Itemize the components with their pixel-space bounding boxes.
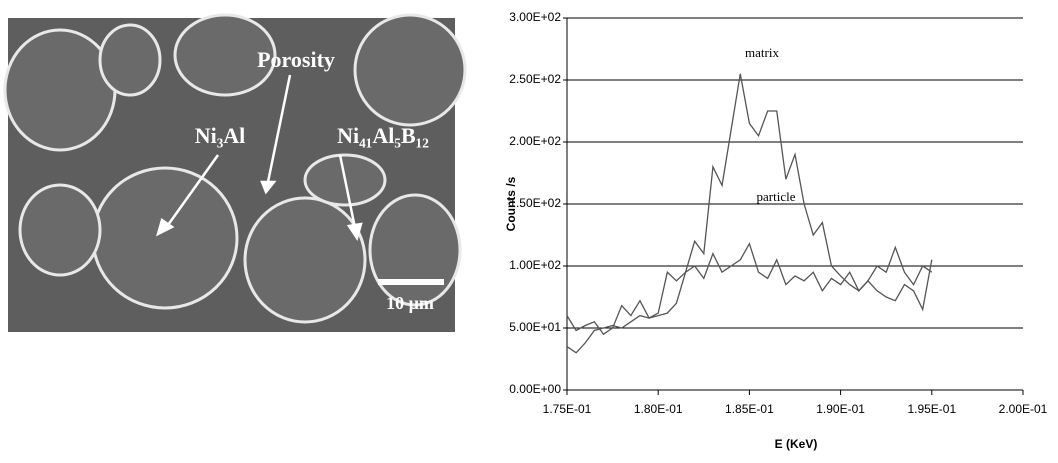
scale-bar: [378, 279, 444, 285]
x-tick-label: 2.00E-01: [999, 402, 1048, 416]
y-tick-label: 5.00E+01: [509, 320, 561, 334]
x-tick-label: 1.80E-01: [634, 402, 683, 416]
x-axis-label: E (KeV): [775, 437, 818, 451]
y-tick-label: 3.00E+02: [509, 10, 561, 24]
y-tick-label: 1.00E+02: [509, 258, 561, 272]
series-line: [567, 244, 932, 335]
y-tick-label: 0.00E+00: [509, 382, 561, 396]
x-tick-label: 1.90E-01: [816, 402, 865, 416]
figure: Porosity Ni₃Al Ni₄₁Al₅B₁₂ 10 µm E (KeV) …: [0, 0, 1058, 458]
label: Ni₃Al: [195, 123, 246, 148]
x-tick-label: 1.95E-01: [907, 402, 956, 416]
label: Ni₄₁Al₅B₁₂: [337, 123, 429, 148]
micrograph: Porosity Ni₃Al Ni₄₁Al₅B₁₂ 10 µm: [5, 15, 465, 332]
series-label: particle: [757, 189, 796, 204]
series-line: [567, 74, 932, 353]
scale-label: 10 µm: [386, 293, 434, 313]
label: Porosity: [257, 47, 335, 72]
y-tick-label: 2.00E+02: [509, 134, 561, 148]
series-label: matrix: [745, 45, 779, 60]
x-tick-label: 1.85E-01: [725, 402, 774, 416]
y-tick-label: 2.50E+02: [509, 72, 561, 86]
y-tick-label: 1.50E+02: [509, 196, 561, 210]
x-tick-label: 1.75E-01: [543, 402, 592, 416]
